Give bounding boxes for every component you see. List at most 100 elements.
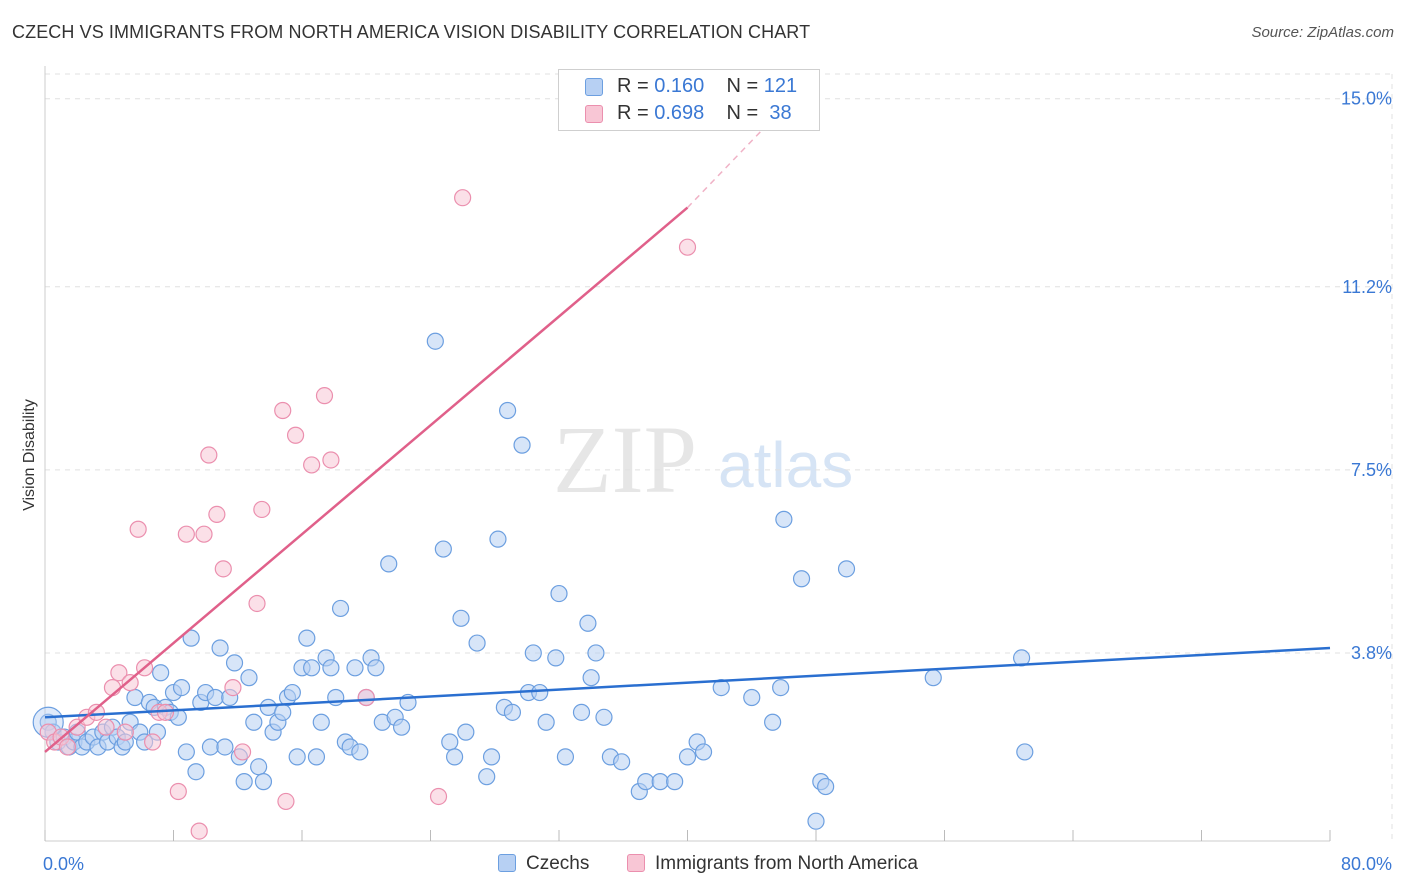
czech-point-78	[445, 748, 464, 766]
czech-point-36	[206, 688, 224, 707]
czech-point-109	[694, 743, 713, 761]
czech-point-46	[254, 773, 273, 791]
czech-point-113	[772, 678, 790, 697]
czech-point-115	[792, 570, 811, 588]
immigrant-swatch-icon	[585, 105, 603, 123]
czech-point-37	[211, 639, 229, 657]
immigrant-point-33	[322, 451, 340, 469]
czech-point-83	[482, 748, 501, 766]
czech-point-77	[441, 733, 459, 751]
czech-point-82	[478, 768, 496, 786]
czech-point-114	[775, 510, 793, 528]
watermark-atlas: atlas	[718, 429, 853, 501]
x-tick-label-min: 0.0%	[43, 854, 84, 874]
czech-point-69	[367, 659, 385, 677]
immigrant-point-24	[224, 678, 242, 697]
bottom-legend-czechs: Czechs	[498, 853, 589, 875]
tick-labels: 3.8% 7.5% 11.2% 15.0% 0.0% 80.0%	[43, 89, 1392, 874]
immigrant-point-30	[286, 426, 305, 444]
correlation-legend: R = 0.160 N = 121 R = 0.698 N = 38	[558, 69, 820, 131]
czech-point-66	[351, 743, 369, 761]
czech-point-30	[177, 743, 195, 761]
chart-source: Source: ZipAtlas.com	[1251, 24, 1394, 41]
czech-point-53	[288, 748, 306, 766]
czech-point-102	[613, 753, 631, 771]
czech-point-117	[817, 777, 835, 796]
immigrant-point-10	[116, 723, 134, 741]
r-value: 0.160	[654, 75, 705, 97]
czech-point-112	[764, 713, 782, 731]
czech-point-86	[499, 401, 517, 420]
czech-point-98	[582, 669, 600, 687]
czech-point-60	[322, 659, 340, 677]
czech-point-121	[1012, 649, 1031, 667]
czech-point-38	[216, 738, 234, 756]
immigrant-point-28	[274, 401, 292, 420]
czech-point-80	[457, 723, 475, 741]
czech-point-87	[503, 703, 522, 721]
y-tick-label-2: 11.2%	[1342, 277, 1392, 297]
czech-point-40	[225, 654, 244, 672]
czech-point-111	[743, 688, 761, 707]
czech-trend-line	[44, 646, 1331, 719]
legend-label-immigrants: Immigrants from North America	[655, 853, 918, 874]
czech-point-104	[637, 773, 655, 791]
watermark-zip: ZIP	[553, 406, 697, 513]
immigrant-point-20	[195, 525, 213, 543]
immigrant-point-29	[277, 792, 295, 811]
immigrant-point-14	[144, 733, 162, 751]
n-label: N =	[726, 102, 759, 124]
czech-point-106	[666, 773, 684, 791]
legend-label-czechs: Czechs	[526, 853, 590, 874]
grid-lines	[45, 73, 1393, 841]
czech-point-65	[346, 659, 364, 677]
axes	[44, 66, 1331, 842]
immigrant-point-27	[253, 500, 271, 519]
y-tick-label-3: 15.0%	[1341, 89, 1392, 109]
immigrant-point-12	[129, 520, 147, 538]
czech-point-52	[283, 683, 301, 702]
czech-point-118	[807, 812, 825, 830]
czech-point-107	[678, 748, 697, 766]
y-tick-label-0: 3.8%	[1351, 643, 1392, 663]
czech-point-81	[468, 634, 486, 652]
czech-point-45	[250, 758, 268, 776]
immigrant-point-17	[169, 782, 187, 801]
czech-point-95	[556, 748, 575, 766]
czech-point-99	[587, 644, 605, 662]
r-label: R =	[617, 102, 649, 124]
czech-point-58	[312, 713, 330, 731]
immigrant-trend-line	[44, 206, 689, 753]
immigrant-point-9	[110, 664, 128, 682]
czech-point-119	[837, 560, 856, 578]
immigrant-point-21	[200, 446, 218, 464]
immigrant-point-32	[315, 387, 334, 405]
czech-point-57	[307, 748, 326, 766]
czech-point-84	[489, 530, 507, 548]
y-tick-label-1: 7.5%	[1351, 460, 1392, 480]
czech-point-56	[303, 659, 321, 677]
chart-title: CZECH VS IMMIGRANTS FROM NORTH AMERICA V…	[12, 22, 811, 42]
czech-point-76	[434, 540, 452, 558]
immigrant-point-37	[678, 238, 697, 256]
czech-point-75	[426, 332, 444, 350]
czech-point-55	[298, 629, 316, 647]
czech-point-97	[579, 614, 597, 632]
czech-point-71	[380, 555, 398, 573]
czech-point-42	[235, 773, 253, 791]
czech-point-44	[245, 713, 263, 731]
immigrant-point-18	[177, 525, 195, 543]
legend-text-czechs: R = 0.160 N = 121	[617, 75, 797, 98]
immigrant-swatch-icon	[627, 854, 645, 872]
czech-point-91	[531, 683, 549, 702]
czech-point-73	[392, 718, 411, 736]
immigrant-point-26	[248, 594, 266, 613]
czech-point-50	[274, 703, 292, 721]
immigrant-point-19	[190, 822, 208, 840]
czech-point-31	[182, 629, 200, 647]
bottom-legend-immigrants: Immigrants from North America	[627, 853, 918, 875]
czech-point-18	[126, 688, 144, 707]
czech-point-92	[537, 713, 555, 731]
immigrant-point-25	[233, 743, 252, 761]
